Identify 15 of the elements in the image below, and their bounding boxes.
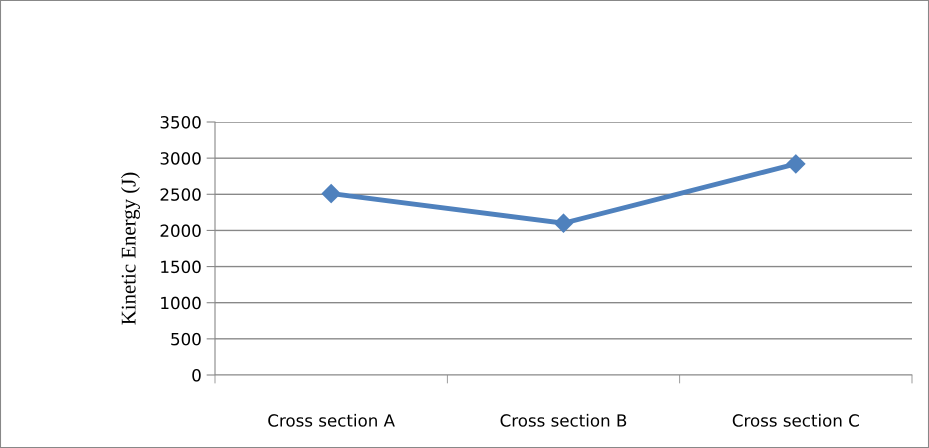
y-tick-label: 2000 — [160, 224, 201, 237]
point — [786, 154, 806, 174]
y-axis-title: Kinetic Energy (J) — [120, 172, 140, 325]
y-tick-label: 1500 — [161, 260, 201, 274]
y-tick-label: 3000 — [160, 152, 201, 165]
y-tick-label: 500 — [171, 332, 201, 346]
y-tick-label: 2500 — [160, 188, 201, 201]
y-tick-label: 0 — [192, 368, 201, 382]
y-tick-label: 3500 — [160, 116, 201, 129]
x-tick-label: Cross section C — [732, 414, 859, 427]
x-tick-label: Cross section B — [500, 414, 626, 427]
y-tick-label: 1000 — [161, 296, 201, 310]
x-tick-label: Cross section A — [268, 414, 395, 427]
point — [554, 214, 574, 233]
point — [322, 184, 341, 204]
